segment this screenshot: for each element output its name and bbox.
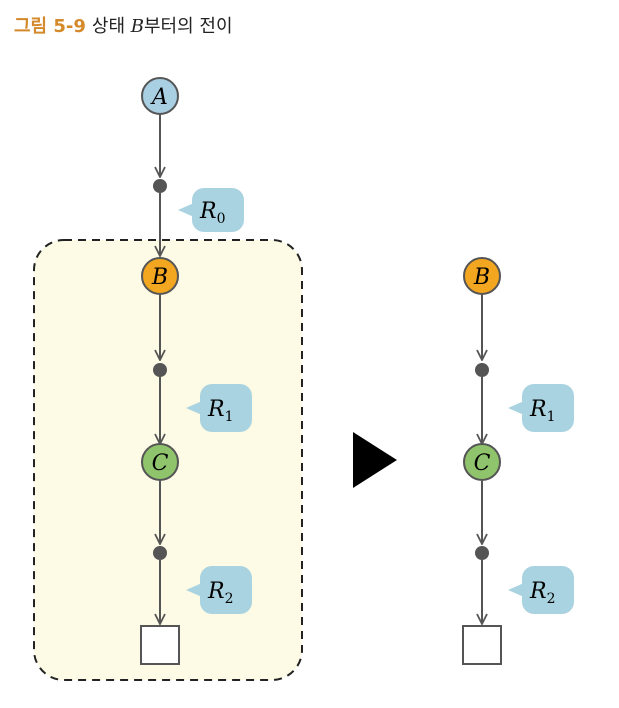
reg-bubble-r1: R1 bbox=[508, 384, 574, 432]
right-flow: B C R1 R2 bbox=[462, 257, 574, 665]
svg-text:R1: R1 bbox=[207, 397, 234, 425]
reg-bubble-r2: R2 bbox=[508, 566, 574, 614]
svg-text:R2: R2 bbox=[529, 579, 556, 607]
transition-arrow bbox=[353, 432, 397, 488]
figure-caption: 그림 5-9 상태 B부터의 전이 bbox=[14, 12, 233, 38]
state-label-b: B bbox=[473, 265, 490, 290]
svg-text:R0: R0 bbox=[199, 199, 226, 227]
svg-text:R2: R2 bbox=[207, 579, 234, 607]
transition-dot bbox=[153, 363, 167, 377]
reg-bubble-r2: R2 bbox=[186, 566, 252, 614]
transition-dot bbox=[475, 363, 489, 377]
reg-bubble-r1: R1 bbox=[186, 384, 252, 432]
caption-text-before: 상태 bbox=[91, 16, 131, 37]
state-label-a: A bbox=[150, 85, 168, 110]
final-state-box bbox=[140, 625, 180, 665]
svg-text:R1: R1 bbox=[529, 397, 556, 425]
final-state-box bbox=[462, 625, 502, 665]
state-node-b bbox=[463, 257, 501, 295]
figure-number: 그림 5-9 bbox=[14, 16, 86, 37]
state-node-c bbox=[141, 443, 179, 481]
transition-dot bbox=[153, 546, 167, 560]
caption-state-var: B bbox=[130, 16, 144, 37]
transition-dot bbox=[475, 546, 489, 560]
caption-text-after: 부터의 전이 bbox=[143, 16, 233, 37]
reg-bubble-r0: R0 bbox=[178, 188, 244, 232]
state-label-c: C bbox=[152, 451, 169, 476]
state-node-c bbox=[463, 443, 501, 481]
state-label-b: B bbox=[151, 265, 168, 290]
state-node-b bbox=[141, 257, 179, 295]
state-label-c: C bbox=[474, 451, 491, 476]
state-node-a bbox=[141, 77, 179, 115]
left-flow: A B C R0 R1 R2 bbox=[140, 77, 252, 665]
transition-dot bbox=[153, 179, 167, 193]
